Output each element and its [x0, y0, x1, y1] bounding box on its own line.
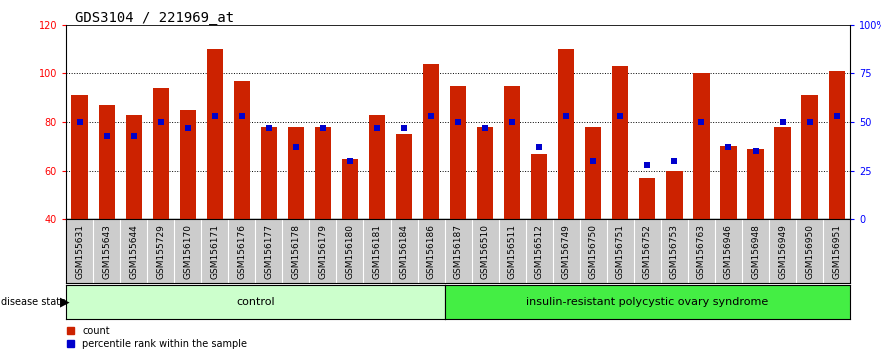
- Point: [234, 113, 248, 119]
- Point: [775, 119, 789, 125]
- Bar: [802, 95, 818, 219]
- Bar: [450, 86, 466, 219]
- Bar: [152, 88, 169, 219]
- Point: [640, 162, 655, 168]
- Bar: [261, 127, 277, 219]
- Text: GSM156177: GSM156177: [264, 224, 273, 279]
- Text: GSM156750: GSM156750: [589, 224, 598, 279]
- Text: GSM156184: GSM156184: [400, 224, 409, 279]
- Bar: [369, 115, 385, 219]
- Text: GDS3104 / 221969_at: GDS3104 / 221969_at: [75, 11, 234, 25]
- Point: [208, 113, 222, 119]
- Text: GSM156950: GSM156950: [805, 224, 814, 279]
- Bar: [504, 86, 521, 219]
- Bar: [207, 49, 223, 219]
- Point: [100, 133, 114, 138]
- Bar: [559, 49, 574, 219]
- Point: [262, 125, 276, 131]
- Bar: [477, 127, 493, 219]
- Point: [72, 119, 86, 125]
- Text: GSM156949: GSM156949: [778, 224, 787, 279]
- Point: [343, 158, 357, 164]
- Text: GSM156763: GSM156763: [697, 224, 706, 279]
- Point: [370, 125, 384, 131]
- Bar: [693, 73, 709, 219]
- Point: [830, 113, 844, 119]
- Text: GSM156951: GSM156951: [833, 224, 841, 279]
- Bar: [233, 81, 250, 219]
- Point: [127, 133, 141, 138]
- Point: [613, 113, 627, 119]
- Bar: [721, 147, 737, 219]
- Text: GSM156948: GSM156948: [751, 224, 760, 279]
- Text: GSM156749: GSM156749: [562, 224, 571, 279]
- Text: GSM156186: GSM156186: [426, 224, 435, 279]
- Text: GSM155729: GSM155729: [156, 224, 166, 279]
- Text: GSM156179: GSM156179: [318, 224, 328, 279]
- Bar: [774, 127, 790, 219]
- Text: GSM156181: GSM156181: [373, 224, 381, 279]
- Point: [505, 119, 519, 125]
- Text: GSM156187: GSM156187: [454, 224, 463, 279]
- Bar: [342, 159, 358, 219]
- Text: disease state: disease state: [1, 297, 66, 307]
- Text: GSM156512: GSM156512: [535, 224, 544, 279]
- Point: [532, 144, 546, 150]
- Bar: [640, 178, 655, 219]
- Bar: [585, 127, 602, 219]
- Bar: [71, 95, 88, 219]
- Text: GSM156171: GSM156171: [211, 224, 219, 279]
- Text: GSM156510: GSM156510: [481, 224, 490, 279]
- Bar: [747, 149, 764, 219]
- Bar: [666, 171, 683, 219]
- Point: [559, 113, 574, 119]
- Text: GSM156511: GSM156511: [507, 224, 516, 279]
- Point: [803, 119, 817, 125]
- Point: [478, 125, 492, 131]
- Legend: count, percentile rank within the sample: count, percentile rank within the sample: [67, 326, 247, 349]
- Text: GSM156176: GSM156176: [237, 224, 247, 279]
- Bar: [126, 115, 142, 219]
- Point: [722, 144, 736, 150]
- Text: GSM156753: GSM156753: [670, 224, 679, 279]
- Bar: [423, 64, 440, 219]
- Point: [316, 125, 330, 131]
- Text: GSM156170: GSM156170: [183, 224, 192, 279]
- Text: GSM156180: GSM156180: [345, 224, 354, 279]
- Point: [397, 125, 411, 131]
- Bar: [612, 66, 628, 219]
- Bar: [180, 110, 196, 219]
- Text: GSM156178: GSM156178: [292, 224, 300, 279]
- Text: insulin-resistant polycystic ovary syndrome: insulin-resistant polycystic ovary syndr…: [526, 297, 768, 307]
- Text: GSM155644: GSM155644: [130, 224, 138, 279]
- Bar: [396, 134, 412, 219]
- Point: [153, 119, 167, 125]
- Point: [424, 113, 438, 119]
- Text: ▶: ▶: [60, 295, 70, 308]
- Bar: [288, 127, 304, 219]
- Bar: [99, 105, 115, 219]
- Point: [749, 149, 763, 154]
- Point: [181, 125, 195, 131]
- Text: GSM155631: GSM155631: [75, 224, 84, 279]
- Bar: [315, 127, 331, 219]
- Point: [586, 158, 600, 164]
- Bar: [828, 71, 845, 219]
- Bar: [531, 154, 547, 219]
- Point: [289, 144, 303, 150]
- Text: GSM155643: GSM155643: [102, 224, 111, 279]
- Text: control: control: [236, 297, 275, 307]
- Text: GSM156946: GSM156946: [724, 224, 733, 279]
- Text: GSM156751: GSM156751: [616, 224, 625, 279]
- Point: [694, 119, 708, 125]
- Text: GSM156752: GSM156752: [643, 224, 652, 279]
- Point: [668, 158, 682, 164]
- Point: [451, 119, 465, 125]
